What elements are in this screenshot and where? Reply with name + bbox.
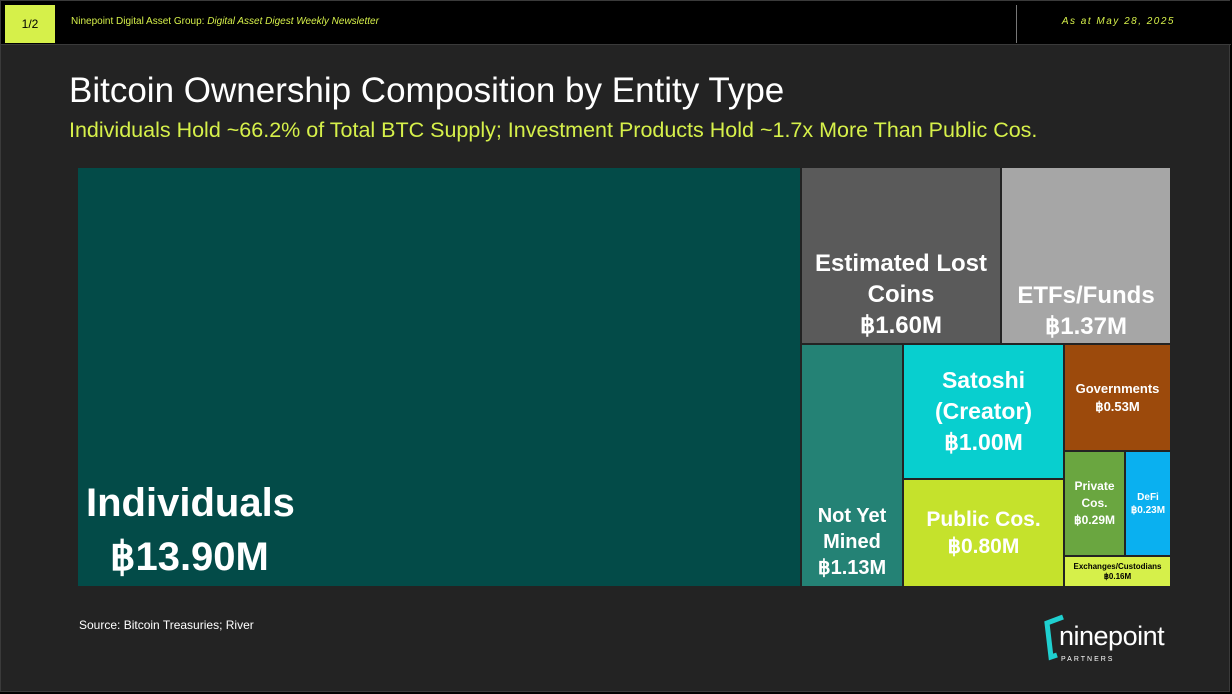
treemap-label: Individuals [86, 481, 295, 525]
treemap-cell-individuals: Individuals ฿13.90M [77, 167, 801, 587]
treemap-value-label: ฿1.00M [944, 429, 1023, 456]
newsletter-title: Ninepoint Digital Asset Group: Digital A… [71, 16, 379, 27]
chart-title: Bitcoin Ownership Composition by Entity … [69, 71, 785, 110]
treemap-label: Exchanges/Custodians [1073, 561, 1162, 571]
treemap-label: Not Yet Mined [817, 505, 887, 553]
header-bar: 1/2 Ninepoint Digital Asset Group: Digit… [1, 1, 1231, 45]
treemap-value-label: ฿0.23M [1130, 504, 1166, 516]
treemap-value-label: ฿13.90M [110, 535, 269, 579]
treemap-chart: Individuals ฿13.90M Estimated Lost Coins ฿1.… [77, 167, 1171, 587]
treemap-value-label: ฿0.80M [947, 535, 1020, 558]
treemap-cell-private-cos: Private Cos. ฿0.29M [1064, 451, 1125, 556]
treemap-cell-estimated-lost-coins: Estimated Lost Coins ฿1.60M [801, 167, 1001, 344]
treemap-value-label: ฿1.37M [1045, 313, 1127, 341]
source-note: Source: Bitcoin Treasuries; River [79, 618, 254, 632]
logo-bracket-icon [1044, 614, 1064, 661]
treemap-cell-governments: Governments ฿0.53M [1064, 344, 1171, 451]
treemap-cell-public-cos: Public Cos. ฿0.80M [903, 479, 1064, 587]
treemap-label: DeFi [1137, 491, 1159, 503]
header-divider [1016, 5, 1017, 43]
treemap-cell-etfs-funds: ETFs/Funds ฿1.37M [1001, 167, 1171, 344]
treemap-cell-defi: DeFi ฿0.23M [1125, 451, 1171, 556]
treemap-cell-satoshi-creator: Satoshi (Creator) ฿1.00M [903, 344, 1064, 479]
treemap-value-label: ฿1.60M [860, 312, 942, 340]
treemap-label: ETFs/Funds [1017, 282, 1155, 309]
as-at-date: As at May 28, 2025 [1061, 16, 1175, 27]
treemap-label: Satoshi (Creator) [934, 366, 1033, 424]
treemap-label: Public Cos. [926, 507, 1041, 531]
treemap-value-label: ฿1.13M [817, 557, 887, 579]
treemap-cell-not-yet-mined: Not Yet Mined ฿1.13M [801, 344, 903, 587]
logo-text: ninepoint [1059, 621, 1165, 651]
newsletter-name: Digital Asset Digest Weekly Newsletter [207, 16, 379, 27]
treemap-value-label: ฿0.16M [1103, 571, 1132, 581]
logo-subtext: PARTNERS [1061, 656, 1115, 663]
ninepoint-logo: ninepoint PARTNERS [1041, 613, 1191, 673]
treemap-cell-exchanges-custodians: Exchanges/Custodians ฿0.16M [1064, 556, 1171, 587]
treemap-value-label: ฿0.53M [1095, 398, 1140, 414]
newsletter-prefix: Ninepoint Digital Asset Group: [71, 16, 205, 27]
treemap-label: Estimated Lost Coins [814, 250, 988, 309]
treemap-value-label: ฿0.29M [1074, 512, 1115, 527]
treemap-label: Governments [1075, 380, 1160, 396]
treemap-label: Private Cos. [1074, 479, 1115, 511]
chart-subtitle: Individuals Hold ~66.2% of Total BTC Sup… [69, 118, 1038, 142]
page-indicator: 1/2 [5, 5, 55, 43]
